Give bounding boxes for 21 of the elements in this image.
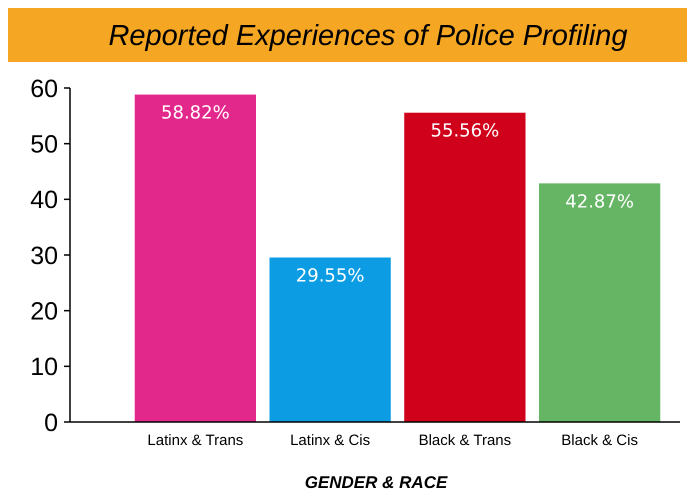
y-tick-label: 60 [30, 74, 58, 103]
bar [134, 94, 256, 422]
x-tick-label: Black & Cis [561, 432, 638, 449]
x-tick-label: Black & Trans [418, 432, 512, 449]
data-label: 42.87% [565, 191, 634, 212]
data-label: 29.55% [296, 266, 364, 287]
bar [404, 112, 526, 422]
bar [269, 258, 391, 422]
y-tick-label: 50 [30, 130, 58, 158]
data-label: 55.56% [430, 120, 500, 142]
chart-title: Reported Experiences of Police Profiling [108, 20, 628, 52]
bar [538, 183, 660, 422]
x-tick-label: Latinx & Trans [147, 432, 244, 449]
y-tick-label: 40 [30, 186, 58, 214]
y-tick-label: 30 [30, 242, 58, 270]
x-tick-label: Latinx & Cis [290, 432, 370, 449]
y-tick-label: 10 [30, 353, 58, 382]
data-label: 58.82% [161, 102, 230, 124]
x-axis-title: GENDER & RACE [304, 473, 448, 491]
y-tick-label: 20 [30, 297, 58, 326]
y-tick-label: 0 [44, 408, 58, 437]
